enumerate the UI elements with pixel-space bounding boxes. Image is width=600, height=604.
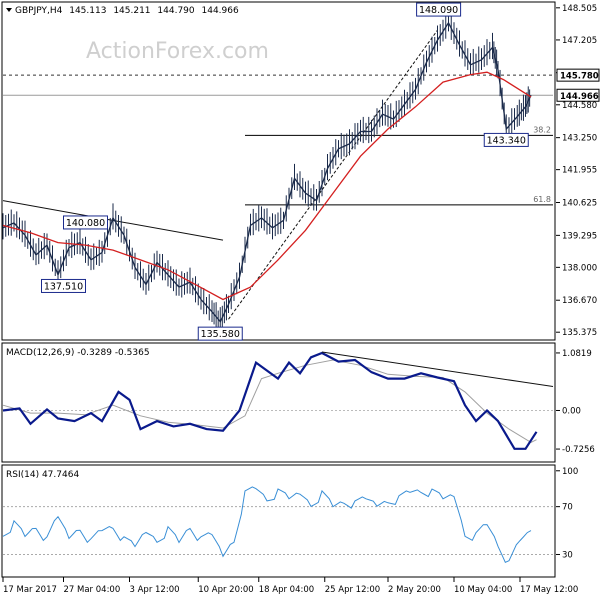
price-y-tick-10-label: 135.375 — [562, 328, 597, 338]
header-low: 144.790 — [157, 6, 194, 16]
rsi-line — [2, 486, 532, 563]
annotation-label-2: 137.510 — [44, 281, 83, 292]
rsi-y-tick-1-label: 70 — [562, 503, 573, 513]
annotation-label-4: 143.340 — [487, 135, 526, 146]
macd-panel-label: MACD(12,26,9) -0.3289 -0.5365 — [6, 348, 150, 358]
price-axis-label-0: 145.780 — [560, 72, 599, 82]
header-close: 144.966 — [202, 6, 239, 16]
macd-trendline — [321, 351, 554, 388]
macd-line — [2, 351, 538, 450]
x-tick-label-7: 10 May 04:00 — [454, 585, 512, 595]
macd-y-tick-0-label: 1.0819 — [562, 349, 592, 359]
price-y-tick-6-label: 140.625 — [562, 199, 597, 209]
price-axis-box-1 — [556, 88, 600, 102]
x-tick-label-8: 17 May 12:00 — [520, 585, 578, 595]
x-tick-label-0: 17 Mar 2017 — [3, 585, 57, 595]
annotation-box-3 — [197, 326, 243, 341]
chart-header: GBPJPY,H4 145.113 145.211 144.790 144.96… — [6, 6, 239, 16]
header-symbol: GBPJPY — [15, 6, 47, 16]
rsi-y-tick-2-label: 30 — [562, 550, 573, 560]
macd-panel: 1.0819 0.00 -0.7256 — [2, 349, 595, 455]
price-trendline-1 — [228, 29, 438, 320]
macd-panel-frame — [1, 342, 556, 463]
x-tick-label-4: 18 Apr 04:00 — [259, 585, 314, 595]
price-line — [2, 21, 532, 323]
dropdown-triangle-icon[interactable] — [6, 8, 12, 12]
annotation-box-4 — [483, 132, 529, 147]
moving-average-line — [2, 71, 532, 301]
header-high: 145.211 — [113, 6, 150, 16]
price-y-tick-4-label: 143.250 — [562, 134, 597, 144]
fib-label-1: 61.8 — [533, 195, 551, 204]
watermark: ActionForex.com — [86, 39, 269, 64]
x-tick-label-5: 25 Apr 12:00 — [325, 585, 380, 595]
x-tick-label-2: 3 Apr 12:00 — [130, 585, 180, 595]
header-timeframe: H4 — [50, 6, 63, 16]
annotation-box-1 — [63, 215, 108, 230]
annotation-label-1: 140.080 — [66, 218, 105, 229]
annotation-box-2 — [41, 278, 86, 293]
rsi-panel-label: RSI(14) 47.7464 — [6, 470, 79, 480]
fib-label-0: 38.2 — [533, 125, 551, 134]
price-panel: 148.505147.205145.880144.580143.250141.9… — [2, 2, 600, 341]
macd-signal-line — [2, 359, 537, 443]
price-y-tick-0-label: 148.505 — [562, 4, 597, 14]
price-axis-label-1: 144.966 — [560, 92, 599, 102]
price-y-tick-1-label: 147.205 — [562, 36, 597, 46]
annotation-label-3: 135.580 — [201, 329, 240, 340]
x-tick-label-1: 27 Mar 04:00 — [64, 585, 121, 595]
annotation-label-0: 148.090 — [419, 5, 458, 16]
rsi-panel-frame — [1, 464, 556, 578]
rsi-panel: 100 70 30 — [2, 467, 578, 563]
price-y-tick-8-label: 138.000 — [562, 263, 597, 273]
x-axis: 17 Mar 2017 27 Mar 04:00 3 Apr 12:00 10 Apr… — [2, 577, 578, 595]
x-tick-label-3: 10 Apr 20:00 — [198, 585, 253, 595]
price-axis-box-0 — [556, 68, 600, 82]
annotation-box-0 — [416, 2, 462, 17]
header-comma: , — [47, 6, 50, 16]
price-panel-frame — [1, 1, 556, 341]
price-y-tick-7-label: 139.295 — [562, 231, 597, 241]
macd-y-tick-2-label: -0.7256 — [562, 445, 595, 455]
rsi-y-tick-0-label: 100 — [562, 467, 578, 477]
x-tick-label-6: 2 May 20:00 — [388, 585, 441, 595]
price-y-tick-3-label: 144.580 — [562, 101, 597, 111]
price-y-tick-5-label: 141.955 — [562, 166, 597, 176]
macd-y-tick-1-label: 0.00 — [562, 406, 581, 416]
price-y-tick-9-label: 136.670 — [562, 296, 597, 306]
header-text: GBPJPY,H4 145.113 145.211 144.790 144.96… — [15, 6, 239, 16]
header-open: 145.113 — [69, 6, 106, 16]
